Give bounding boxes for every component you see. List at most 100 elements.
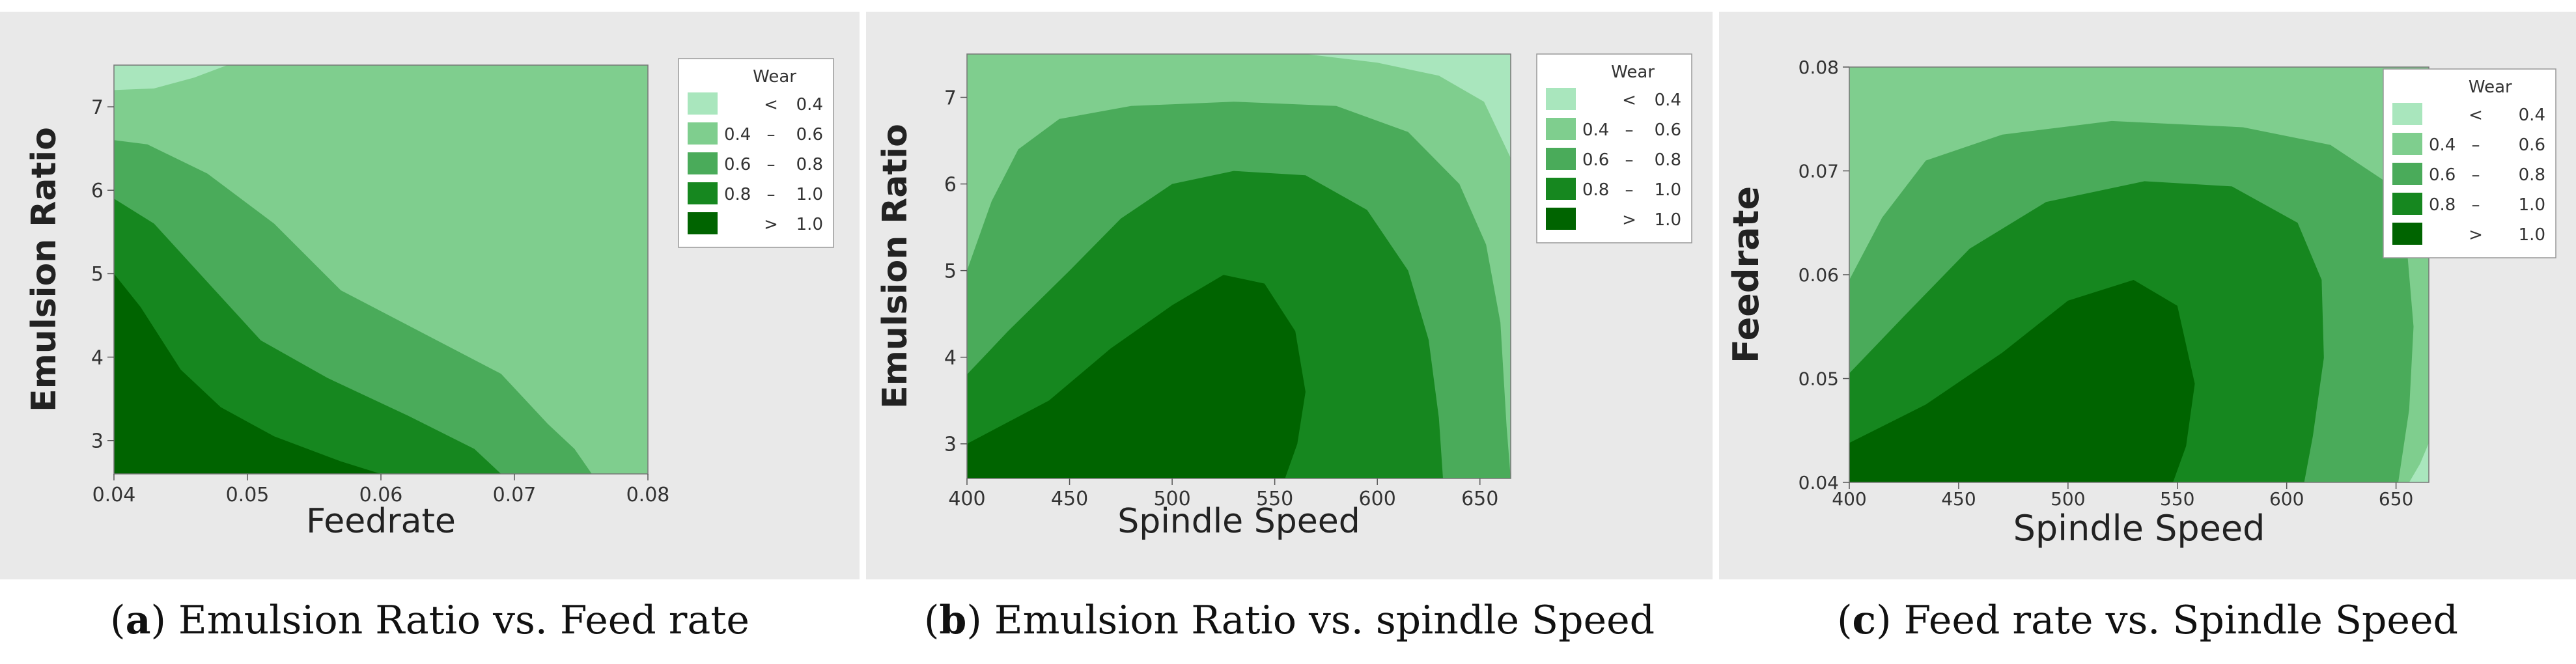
legend-entry-sep: –: [767, 185, 776, 204]
legend-entry-high: 1.0: [796, 215, 823, 234]
caption-text-c: ) Feed rate vs. Spindle Speed: [1876, 598, 2458, 643]
legend-entry-sep: –: [2472, 195, 2480, 215]
legend-swatch: [688, 92, 718, 115]
x-tick-label: 0.07: [493, 484, 537, 506]
legend-swatch: [2392, 133, 2422, 155]
legend-title: Wear: [2469, 77, 2512, 97]
legend-entry-sep: >: [764, 215, 778, 234]
caption-letter-a: a: [125, 598, 151, 643]
x-tick-label: 500: [1153, 488, 1190, 510]
legend-swatch: [688, 152, 718, 174]
y-tick-label: 5: [944, 260, 957, 283]
legend-entry-high: 0.8: [2519, 165, 2545, 185]
y-axis-title: Emulsion Ratio: [25, 127, 64, 412]
legend: Wear< 0.40.4–0.60.6–0.80.8–1.0> 1.0: [1536, 53, 1692, 243]
legend: Wear< 0.40.4–0.60.6–0.80.8–1.0> 1.0: [678, 58, 834, 248]
legend-swatch: [1546, 208, 1576, 230]
caption-c: (c) Feed rate vs. Spindle Speed: [1837, 598, 2458, 643]
legend-swatch: [2392, 223, 2422, 245]
y-tick-label: 3: [944, 434, 957, 456]
y-axis-title: Emulsion Ratio: [876, 124, 915, 409]
y-tick-label: 0.04: [1799, 472, 1839, 493]
legend-entry-sep: <: [1622, 90, 1636, 110]
legend-entry-high: 1.0: [2519, 225, 2545, 245]
contour-chart-a: 0.04 0.05 0.06 0.07 0.08 3 4 5 6 7 Feedrate Emulsio…: [25, 58, 834, 541]
legend-swatch: [1546, 178, 1576, 200]
legend-entry-sep: –: [767, 155, 776, 174]
legend-entry-low: 0.6: [1582, 150, 1609, 170]
x-tick-label: 450: [1941, 488, 1976, 510]
x-tick-label: 650: [2379, 488, 2413, 510]
x-tick-label: 500: [2051, 488, 2085, 510]
legend-entry-sep: –: [1625, 150, 1634, 170]
y-tick-label: 4: [944, 347, 957, 370]
legend-entry-sep: >: [2469, 225, 2483, 245]
legend-entry-low: 0.8: [724, 185, 751, 204]
y-tick-label: 6: [944, 173, 957, 196]
legend-entry-sep: >: [1622, 210, 1636, 230]
legend-entry-low: 0.4: [724, 125, 751, 145]
x-tick-label: 600: [1359, 488, 1396, 510]
y-tick-label: 7: [944, 87, 957, 109]
x-tick-label: 450: [1051, 488, 1088, 510]
legend-entry-sep: –: [767, 125, 776, 145]
legend-swatch: [1546, 148, 1576, 170]
x-tick-label: 400: [948, 488, 985, 510]
legend-swatch: [1546, 88, 1576, 110]
x-tick-label: 550: [1256, 488, 1293, 510]
y-tick-label: 5: [91, 263, 104, 286]
legend-entry-low: 0.8: [2429, 195, 2456, 215]
legend-entry-sep: –: [1625, 180, 1634, 200]
x-axis-title: Spindle Speed: [2013, 508, 2265, 549]
legend-swatch: [688, 212, 718, 234]
x-tick-label: 0.04: [92, 484, 136, 506]
y-axis-title: Feedrate: [1726, 186, 1767, 363]
legend-swatch: [2392, 103, 2422, 125]
contour-region-a-0: [114, 65, 228, 90]
legend-entry-high: 0.4: [2519, 105, 2545, 125]
contour-panel-b: 400 450 500 550 600 650 3 4 5 6 7 Spindle Speed Emul…: [866, 12, 1713, 579]
legend-entry-sep: –: [2472, 135, 2480, 155]
contour-region-a-3: [114, 273, 381, 474]
legend-title: Wear: [1611, 62, 1655, 82]
contour-panel-c: 400 450 500 550 600 650 0.04 0.05 0.06 0.07 0.08 Sp…: [1719, 12, 2576, 579]
caption-text-b: ) Emulsion Ratio vs. spindle Speed: [966, 598, 1655, 643]
legend-entry-low: 0.4: [1582, 120, 1609, 140]
y-tick-label: 0.06: [1799, 264, 1839, 286]
contour-chart-b: 400 450 500 550 600 650 3 4 5 6 7 Spindle Speed Emul…: [876, 53, 1692, 541]
legend-entry-high: 0.8: [1655, 150, 1681, 170]
contour-panel-a: 0.04 0.05 0.06 0.07 0.08 3 4 5 6 7 Feedrate Emulsio…: [0, 12, 860, 579]
legend-swatch: [1546, 118, 1576, 140]
legend-entry-sep: <: [2469, 105, 2483, 125]
y-tick-label: 7: [91, 96, 104, 119]
x-axis-title: Feedrate: [306, 502, 456, 541]
x-tick-label: 400: [1832, 488, 1866, 510]
plot-frame-b: [966, 53, 1511, 479]
y-tick-label: 0.05: [1799, 368, 1839, 390]
contour-region-c-3: [1849, 280, 2195, 482]
contour-region-c-0: [2409, 443, 2429, 482]
legend-entry-low: 0.8: [1582, 180, 1609, 200]
contour-region-b-0: [1305, 54, 1511, 158]
legend-entry-high: 0.4: [1655, 90, 1681, 110]
legend: Wear< 0.40.4–0.60.6–0.80.8–1.0> 1.0: [2383, 68, 2556, 258]
legend-title: Wear: [753, 67, 796, 87]
x-tick-label: 0.08: [626, 484, 670, 506]
caption-letter-c: c: [1852, 598, 1877, 643]
x-tick-label: 650: [1461, 488, 1498, 510]
x-tick-label: 0.06: [359, 484, 403, 506]
legend-swatch: [688, 122, 718, 145]
legend-entry-high: 0.8: [796, 155, 823, 174]
legend-entry-high: 1.0: [1655, 180, 1681, 200]
legend-entry-high: 0.4: [796, 95, 823, 115]
legend-entry-high: 1.0: [796, 185, 823, 204]
y-tick-label: 3: [91, 430, 104, 453]
legend-swatch: [2392, 163, 2422, 185]
caption-a: (a) Emulsion Ratio vs. Feed rate: [110, 598, 749, 643]
x-axis-title: Spindle Speed: [1117, 502, 1360, 541]
y-tick-label: 4: [91, 346, 104, 369]
x-tick-label: 550: [2160, 488, 2194, 510]
x-tick-label: 0.05: [226, 484, 270, 506]
legend-entry-sep: –: [1625, 120, 1634, 140]
legend-entry-high: 1.0: [2519, 195, 2545, 215]
